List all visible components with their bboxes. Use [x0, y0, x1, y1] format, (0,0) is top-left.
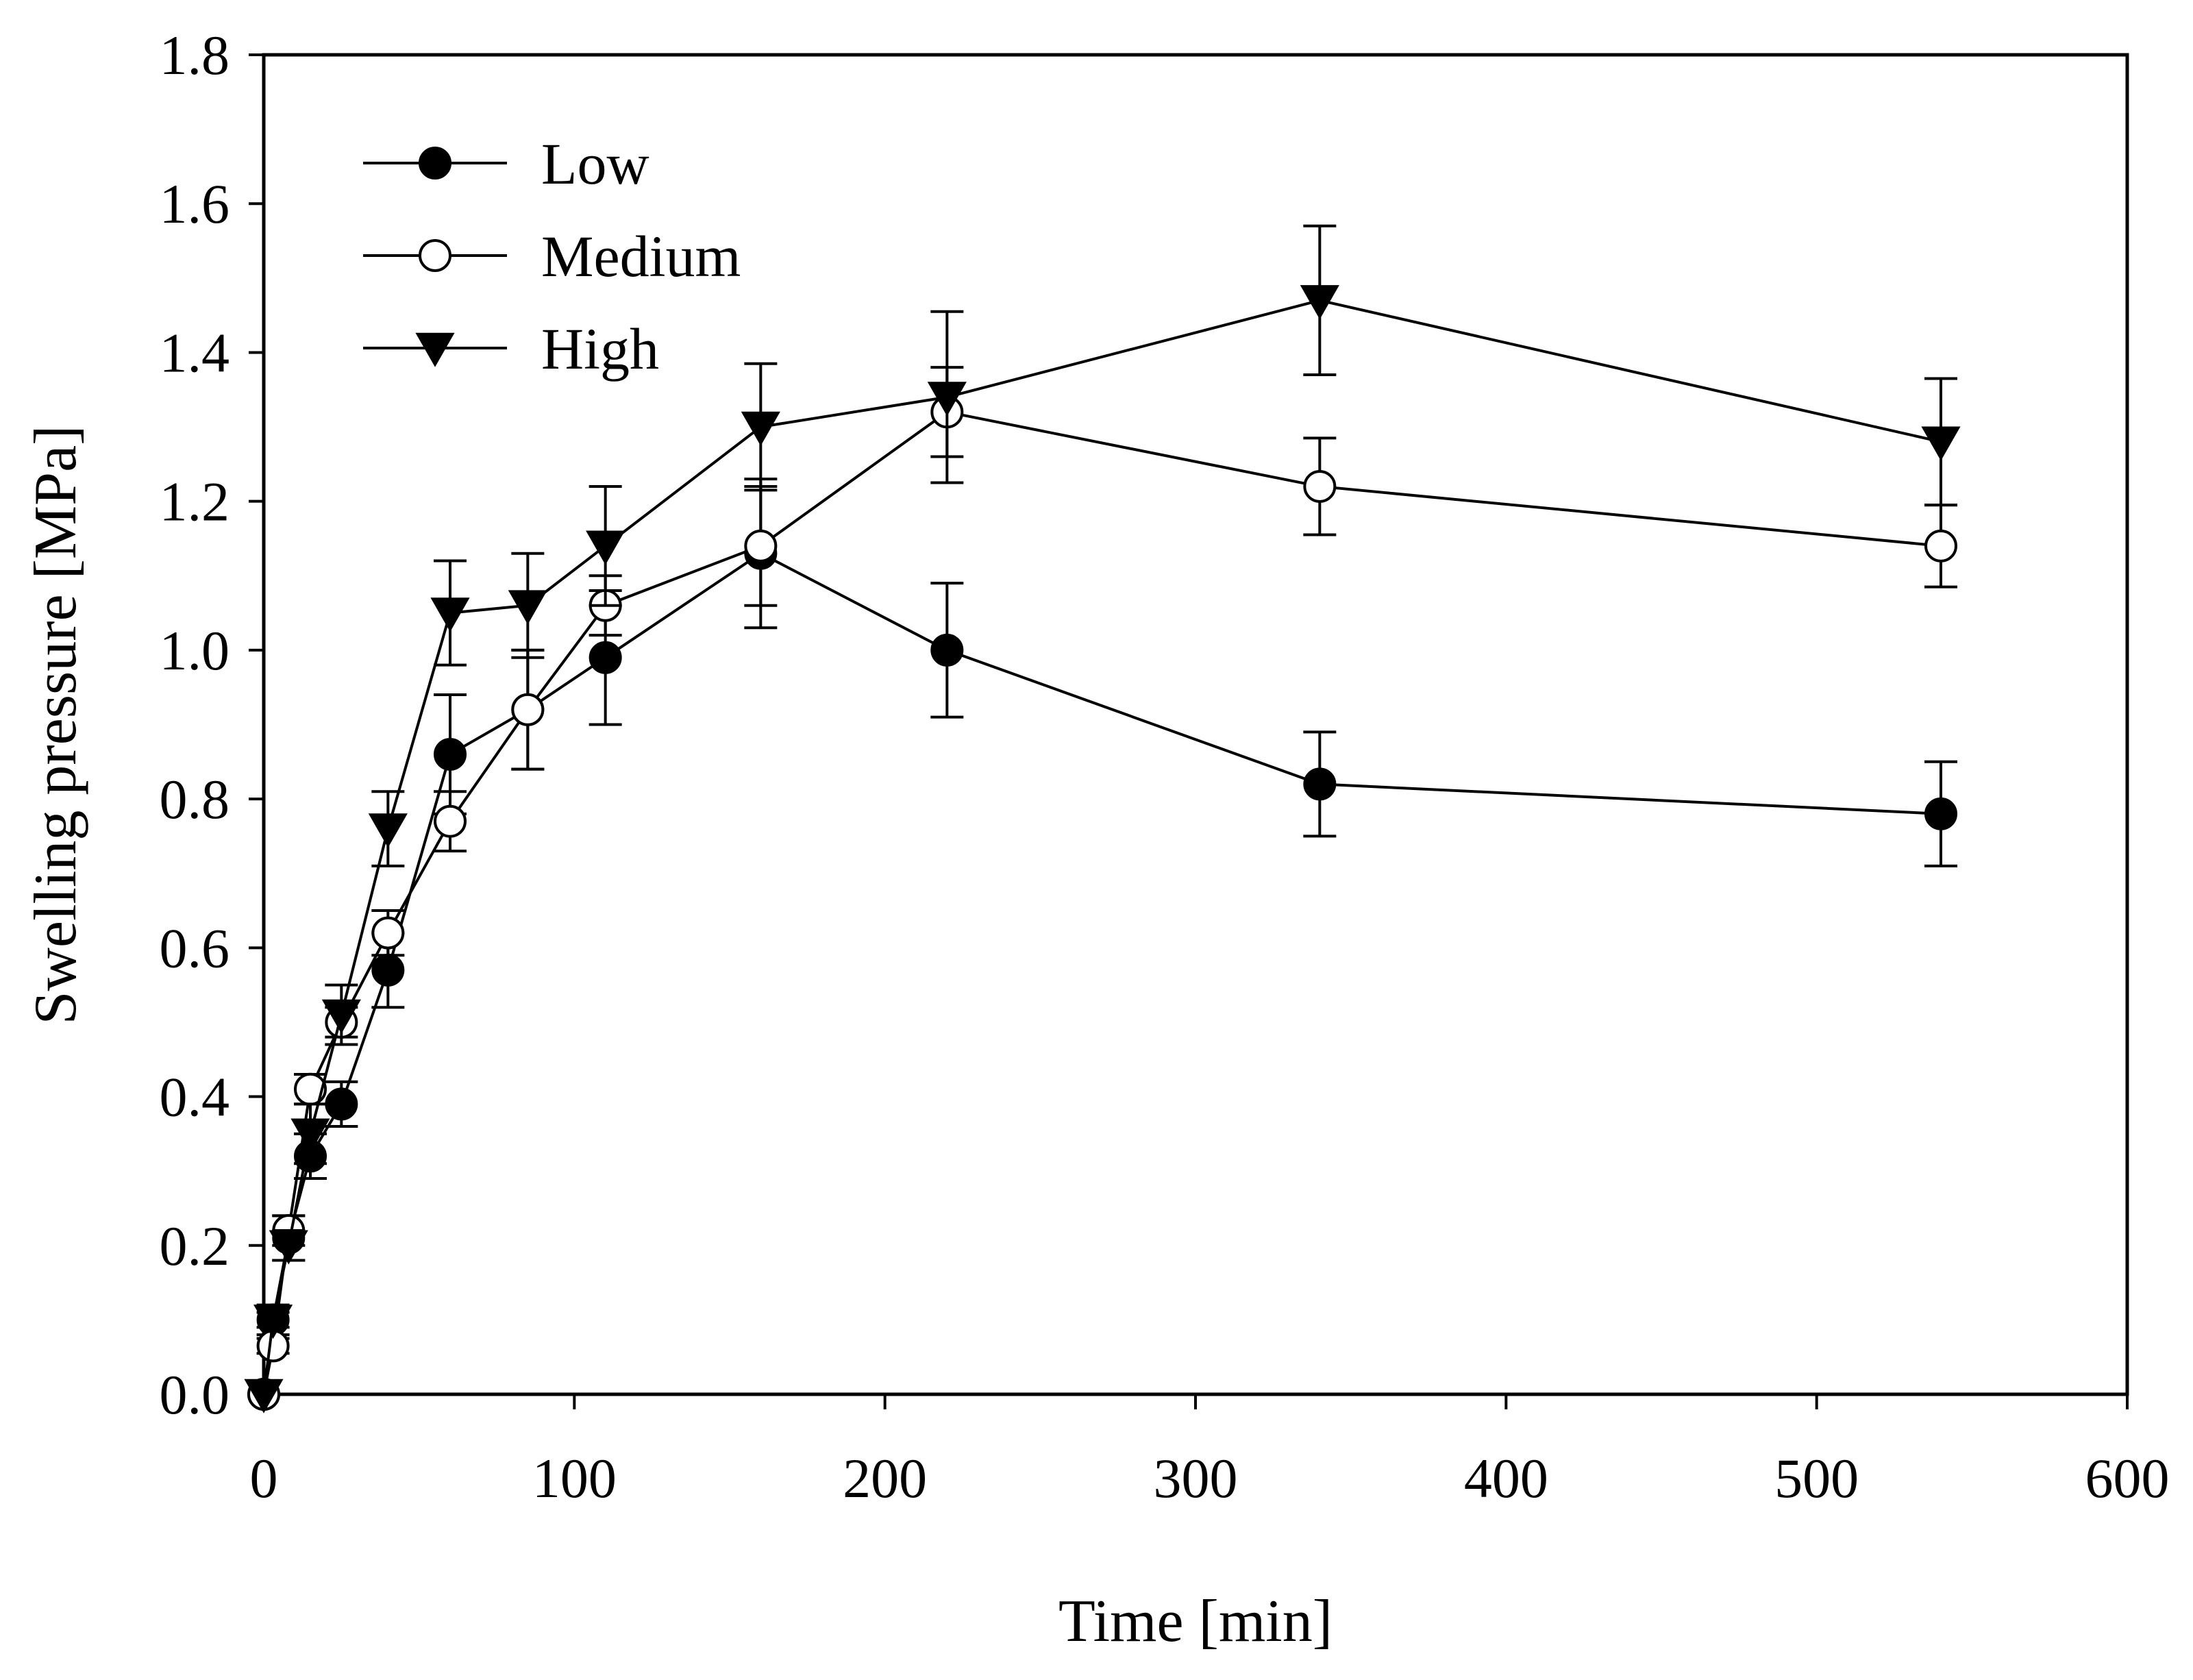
legend: Low Medium High	[363, 131, 741, 382]
data-point	[244, 1379, 284, 1413]
series-low	[247, 478, 1957, 1411]
x-tick-labels: 0 100 200 300 400 500 600	[250, 1447, 2170, 1509]
data-point	[1924, 529, 1957, 563]
data-point	[325, 1087, 358, 1121]
series-line	[262, 299, 1942, 1395]
legend-label: Low	[541, 131, 649, 197]
y-tick-label: 0.8	[160, 768, 230, 830]
y-tick-label: 1.2	[160, 471, 230, 533]
data-point	[511, 693, 545, 726]
y-tick-label: 1.8	[160, 24, 230, 86]
series-high	[244, 224, 1961, 1413]
y-axis-title: Swelling pressure [MPa]	[23, 425, 89, 1025]
y-tick-label: 0.0	[160, 1363, 230, 1426]
data-point	[290, 1118, 330, 1153]
series-medium	[247, 366, 1957, 1411]
data-point	[1924, 797, 1957, 830]
x-axis-title: Time [min]	[1058, 1588, 1333, 1655]
data-point	[434, 737, 467, 771]
data-point	[371, 916, 405, 950]
axis-ticks	[249, 53, 2129, 1409]
legend-label: Medium	[541, 223, 741, 289]
legend-marker	[419, 147, 451, 180]
data-point	[253, 1305, 293, 1339]
data-point	[744, 529, 778, 563]
series-line	[262, 410, 1942, 1395]
y-tick-label: 0.2	[160, 1215, 230, 1277]
legend-marker	[419, 239, 451, 272]
data-point	[741, 411, 780, 446]
x-tick-label: 500	[1774, 1447, 1859, 1509]
y-tick-label: 1.4	[160, 321, 230, 384]
x-tick-label: 400	[1464, 1447, 1548, 1509]
y-tick-label: 1.0	[160, 619, 230, 682]
data-point	[1303, 469, 1337, 503]
data-point	[508, 590, 547, 625]
data-point	[371, 953, 405, 987]
legend-marker	[415, 332, 455, 367]
data-point	[1303, 767, 1337, 801]
x-tick-label: 100	[532, 1447, 617, 1509]
data-point	[269, 1230, 308, 1265]
data-point	[430, 597, 470, 632]
x-tick-label: 200	[843, 1447, 927, 1509]
y-tick-label: 0.6	[160, 917, 230, 979]
y-tick-label: 0.4	[160, 1066, 230, 1128]
x-tick-label: 600	[2085, 1447, 2170, 1509]
series-layer	[244, 224, 1961, 1413]
data-point	[1921, 426, 1961, 461]
legend-label: High	[541, 316, 659, 382]
data-point	[930, 633, 964, 667]
data-point	[321, 999, 361, 1034]
y-tick-labels: 0.0 0.2 0.4 0.6 0.8 1.0 1.2 1.4 1.6 1.8	[160, 24, 230, 1426]
data-point	[434, 804, 467, 838]
x-tick-label: 0	[250, 1447, 278, 1509]
y-tick-label: 1.6	[160, 173, 230, 235]
x-tick-label: 300	[1154, 1447, 1238, 1509]
data-point	[1300, 285, 1339, 320]
data-point	[927, 382, 967, 417]
data-point	[586, 530, 625, 565]
data-point	[368, 813, 408, 848]
data-point	[588, 641, 622, 674]
series-line	[262, 552, 1942, 1395]
